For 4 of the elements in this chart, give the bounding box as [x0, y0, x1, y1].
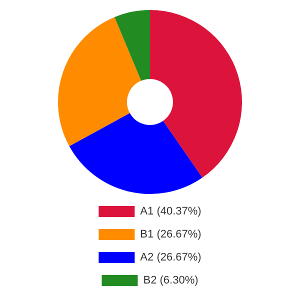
legend-label: A2 (26.67%)	[140, 252, 202, 264]
legend-label: A1 (40.37%)	[140, 206, 202, 218]
legend-label: B1 (26.67%)	[140, 228, 202, 241]
legend-label: B2 (6.30%)	[143, 274, 198, 287]
